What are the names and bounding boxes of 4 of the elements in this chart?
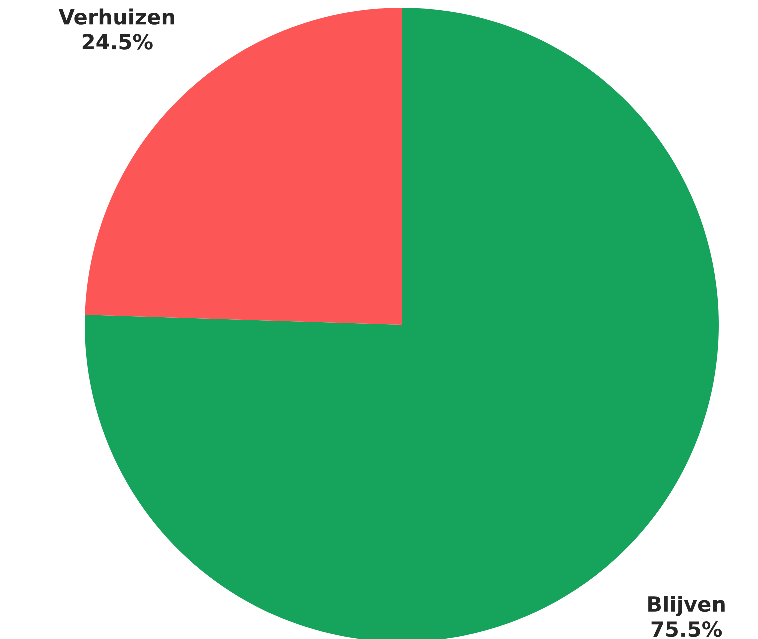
slice-label: Blijven (648, 596, 725, 616)
slice-label: Verhuizen (58, 8, 174, 25)
data-label: 24.5% (82, 34, 153, 50)
data-label: 75.5% (652, 621, 722, 638)
